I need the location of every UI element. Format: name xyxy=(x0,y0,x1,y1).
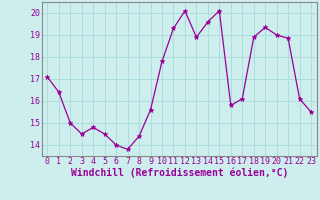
X-axis label: Windchill (Refroidissement éolien,°C): Windchill (Refroidissement éolien,°C) xyxy=(70,168,288,178)
